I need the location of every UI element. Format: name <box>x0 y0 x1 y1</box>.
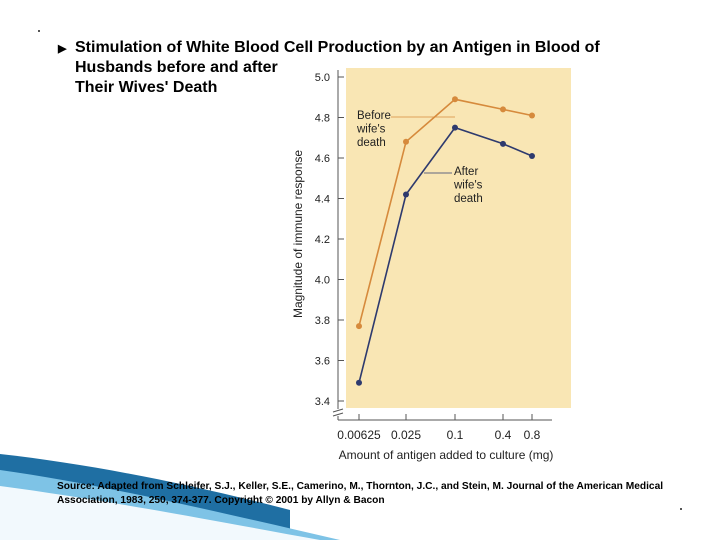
y-tick-label: 4.0 <box>315 275 330 287</box>
series-label: death <box>357 137 386 149</box>
x-tick-label: 0.00625 <box>337 428 381 442</box>
y-tick-label: 4.8 <box>315 113 330 125</box>
y-tick-label: 4.2 <box>315 234 330 246</box>
data-point-after <box>452 124 458 131</box>
x-axis-label: Amount of antigen added to culture (mg) <box>339 448 554 462</box>
y-tick-label: 3.6 <box>315 356 330 368</box>
corner-mark-top <box>38 30 40 32</box>
series-label: wife's <box>453 180 483 192</box>
y-tick-label: 3.4 <box>315 396 330 408</box>
data-point-before <box>356 323 362 330</box>
data-point-before <box>403 138 409 145</box>
data-point-after <box>356 379 362 386</box>
series-label: Before <box>357 110 391 122</box>
y-tick-label: 3.8 <box>315 315 330 327</box>
series-label: After <box>454 166 478 178</box>
data-point-before <box>452 96 458 103</box>
slide-title: ▶ Stimulation of White Blood Cell Produc… <box>58 38 600 98</box>
title-line-1: Stimulation of White Blood Cell Producti… <box>75 39 600 56</box>
data-point-before <box>500 106 506 113</box>
data-point-before <box>529 112 535 119</box>
y-tick-label: 4.6 <box>315 153 330 165</box>
axis-break-mark <box>332 408 344 413</box>
title-line-3: Their Wives' Death <box>75 79 218 96</box>
source-citation: Source: Adapted from Schleifer, S.J., Ke… <box>57 480 697 508</box>
y-tick-label: 5.0 <box>315 72 330 84</box>
x-tick-label: 0.025 <box>391 428 421 442</box>
data-point-after <box>403 191 409 198</box>
title-line-2: Husbands before and after <box>75 59 278 76</box>
source-line-2: Association, 1983, 250, 374-377. Copyrig… <box>57 495 385 506</box>
y-axis-label: Magnitude of immune response <box>291 150 305 318</box>
decorative-wave <box>0 454 340 540</box>
axis-break-mark <box>332 412 344 417</box>
title-bullet-icon: ▶ <box>58 43 67 55</box>
source-line-1: Source: Adapted from Schleifer, S.J., Ke… <box>57 481 664 492</box>
x-tick-label: 0.1 <box>447 428 464 442</box>
wave-white-band <box>0 486 320 540</box>
series-label: death <box>454 193 483 205</box>
data-point-after <box>500 140 506 147</box>
x-tick-label: 0.4 <box>495 428 512 442</box>
x-tick-label: 0.8 <box>524 428 541 442</box>
corner-mark-bottom <box>680 508 682 510</box>
data-point-after <box>529 152 535 159</box>
y-tick-label: 4.4 <box>315 194 330 206</box>
plot-background <box>346 68 571 408</box>
series-label: wife's <box>356 124 386 136</box>
